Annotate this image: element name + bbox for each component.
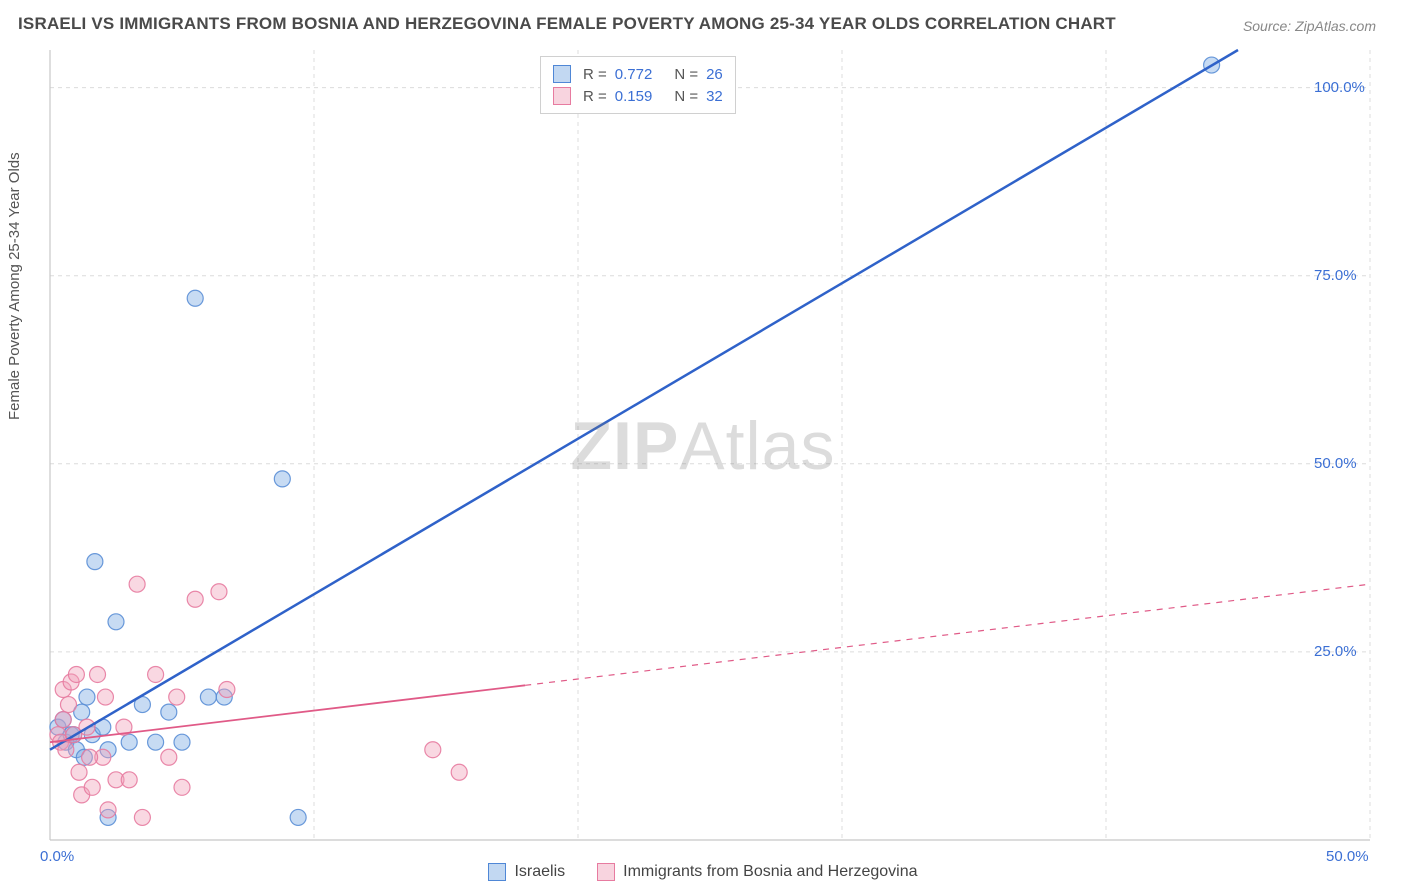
- chart-canvas: [0, 0, 1406, 892]
- swatch-blue-icon: [488, 863, 506, 881]
- y-tick: 75.0%: [1314, 267, 1357, 284]
- swatch-pink-icon: [553, 87, 571, 105]
- y-tick: 50.0%: [1314, 455, 1357, 472]
- y-tick: 25.0%: [1314, 643, 1357, 660]
- n-value: 32: [706, 88, 723, 105]
- legend-series: Israelis Immigrants from Bosnia and Herze…: [0, 863, 1406, 886]
- r-value: 0.159: [615, 88, 653, 105]
- r-value: 0.772: [615, 66, 653, 83]
- x-tick: 50.0%: [1326, 848, 1369, 865]
- legend-stats: R =0.772N =26R =0.159N =32: [540, 56, 736, 114]
- legend-label: Immigrants from Bosnia and Herzegovina: [623, 863, 917, 881]
- legend-label: Israelis: [514, 863, 565, 881]
- swatch-pink-icon: [597, 863, 615, 881]
- legend-item: Immigrants from Bosnia and Herzegovina: [597, 863, 917, 881]
- legend-item: Israelis: [488, 863, 565, 881]
- x-tick: 0.0%: [40, 848, 74, 865]
- y-tick: 100.0%: [1314, 79, 1365, 96]
- legend-stat-row: R =0.772N =26: [553, 63, 723, 85]
- swatch-blue-icon: [553, 65, 571, 83]
- n-value: 26: [706, 66, 723, 83]
- legend-stat-row: R =0.159N =32: [553, 85, 723, 107]
